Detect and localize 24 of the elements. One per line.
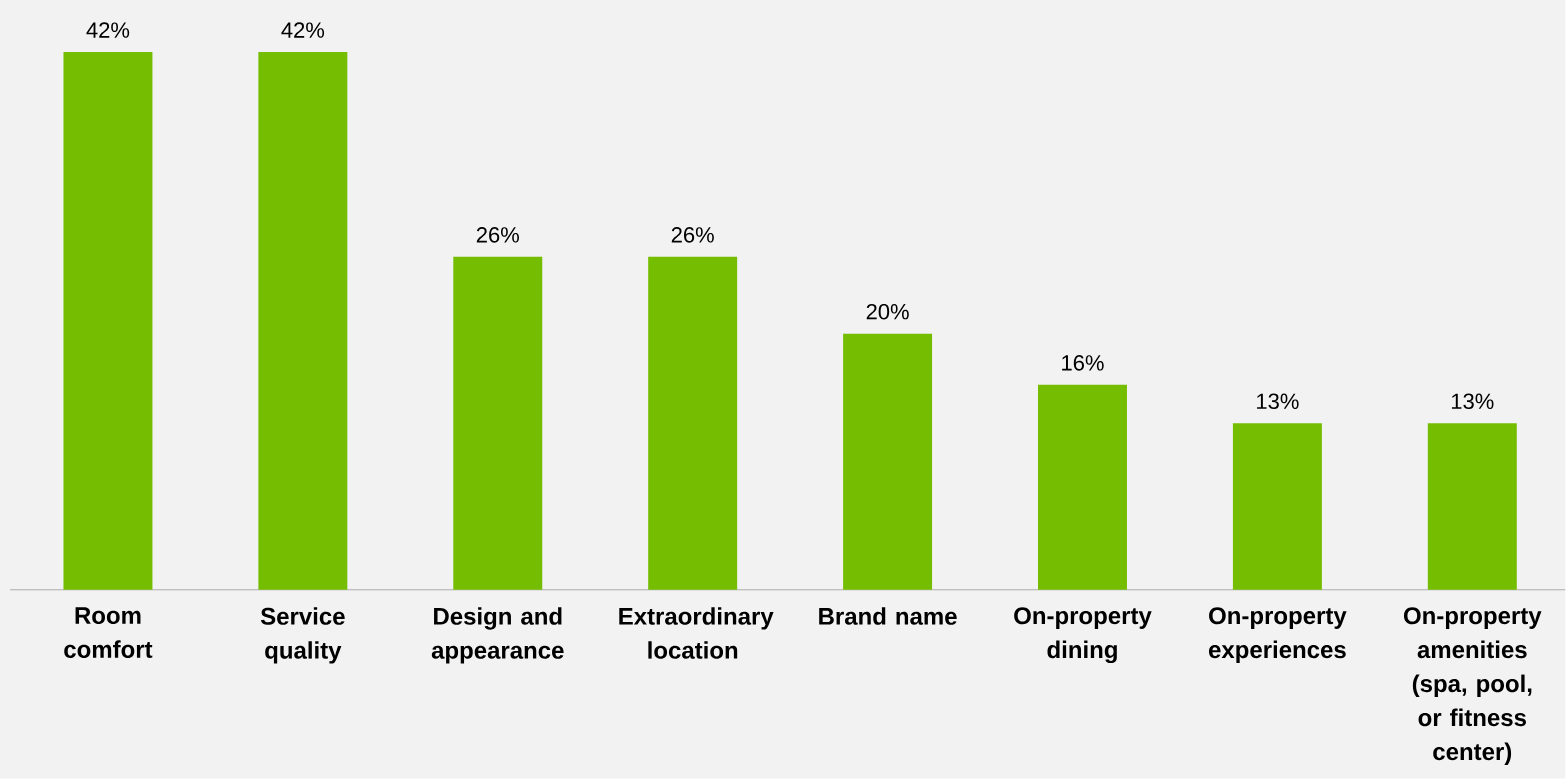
bar xyxy=(1038,385,1127,590)
data-label: 26% xyxy=(671,227,714,243)
bar xyxy=(648,257,738,590)
bar xyxy=(63,52,153,590)
x-tick-label: Service quality xyxy=(260,607,345,664)
bar xyxy=(1427,423,1517,590)
data-label: 20% xyxy=(866,304,909,320)
x-tick-label: Room comfort xyxy=(64,607,153,659)
bar xyxy=(258,52,348,590)
bar xyxy=(843,333,933,590)
x-tick-label: On-property experiences xyxy=(1208,607,1347,664)
x-tick-label: Extraordinary location xyxy=(619,607,774,660)
bar xyxy=(453,257,543,590)
bar xyxy=(1232,423,1322,590)
data-label: 16% xyxy=(1062,355,1104,371)
data-label: 13% xyxy=(1257,393,1299,410)
data-label: 42% xyxy=(86,22,130,38)
data-label: 42% xyxy=(281,22,325,38)
data-label: 26% xyxy=(476,227,519,243)
x-tick-label: On-property amenities (spa, pool, or fitness center) xyxy=(1403,607,1542,766)
x-tick-label: Brand name xyxy=(819,607,957,626)
x-tick-label: Design and appearance xyxy=(431,607,564,664)
x-tick-label: On-property dining xyxy=(1014,607,1152,664)
data-label: 13% xyxy=(1451,393,1494,410)
